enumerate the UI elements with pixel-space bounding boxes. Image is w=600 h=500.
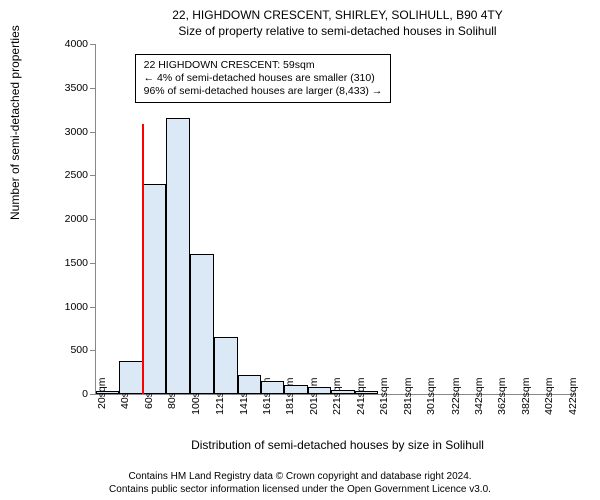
- histogram-bar: [166, 118, 189, 394]
- y-tick: [90, 132, 96, 133]
- histogram-bar: [331, 390, 354, 394]
- x-tick-label: 362sqm: [496, 378, 508, 423]
- x-tick-label: 241sqm: [355, 378, 367, 423]
- x-axis-label: Distribution of semi-detached houses by …: [95, 438, 580, 452]
- y-tick: [90, 350, 96, 351]
- x-tick-label: 20sqm: [96, 378, 108, 423]
- y-tick: [90, 219, 96, 220]
- x-tick-label: 221sqm: [331, 378, 343, 423]
- footer-attribution: Contains HM Land Registry data © Crown c…: [0, 470, 600, 496]
- y-tick: [90, 44, 96, 45]
- y-tick-label: 4000: [65, 38, 88, 50]
- y-tick-label: 3000: [65, 126, 88, 138]
- property-marker-line: [142, 124, 144, 394]
- chart-title: 22, HIGHDOWN CRESCENT, SHIRLEY, SOLIHULL…: [95, 8, 580, 22]
- histogram-bar: [96, 391, 119, 394]
- x-tick-label: 422sqm: [567, 378, 579, 423]
- plot-area: 0500100015002000250030003500400020sqm40s…: [95, 44, 576, 395]
- histogram-bar: [261, 381, 284, 394]
- x-tick-label: 281sqm: [402, 378, 414, 423]
- x-tick-label: 201sqm: [308, 378, 320, 423]
- annotation-line: ← 4% of semi-detached houses are smaller…: [144, 72, 383, 85]
- y-tick: [90, 263, 96, 264]
- y-tick-label: 0: [82, 388, 88, 400]
- y-tick-label: 2000: [65, 213, 88, 225]
- histogram-bar: [214, 337, 237, 394]
- x-tick-label: 261sqm: [378, 378, 390, 423]
- x-tick-label: 322sqm: [450, 378, 462, 423]
- y-tick: [90, 307, 96, 308]
- histogram-bar: [119, 361, 142, 394]
- x-tick-label: 342sqm: [473, 378, 485, 423]
- histogram-bar: [308, 387, 331, 394]
- footer-line-2: Contains public sector information licen…: [0, 483, 600, 496]
- histogram-bar: [355, 391, 378, 394]
- y-tick-label: 3500: [65, 82, 88, 94]
- x-tick-label: 181sqm: [284, 378, 296, 423]
- y-tick: [90, 88, 96, 89]
- annotation-box: 22 HIGHDOWN CRESCENT: 59sqm← 4% of semi-…: [135, 54, 392, 103]
- chart-subtitle: Size of property relative to semi-detach…: [95, 24, 580, 38]
- y-tick-label: 500: [70, 344, 88, 356]
- histogram-bar: [284, 385, 307, 394]
- histogram-bar: [143, 184, 166, 394]
- y-tick-label: 1000: [65, 301, 88, 313]
- histogram-bar: [190, 254, 215, 394]
- y-tick-label: 1500: [65, 257, 88, 269]
- footer-line-1: Contains HM Land Registry data © Crown c…: [0, 470, 600, 483]
- x-tick-label: 402sqm: [543, 378, 555, 423]
- y-axis-label: Number of semi-detached properties: [8, 25, 22, 220]
- annotation-line: 96% of semi-detached houses are larger (…: [144, 85, 383, 98]
- annotation-line: 22 HIGHDOWN CRESCENT: 59sqm: [144, 59, 383, 72]
- histogram-bar: [238, 375, 261, 394]
- x-tick-label: 382sqm: [520, 378, 532, 423]
- y-tick: [90, 175, 96, 176]
- x-tick-label: 301sqm: [425, 378, 437, 423]
- y-tick-label: 2500: [65, 169, 88, 181]
- chart-container: 22, HIGHDOWN CRESCENT, SHIRLEY, SOLIHULL…: [0, 0, 600, 500]
